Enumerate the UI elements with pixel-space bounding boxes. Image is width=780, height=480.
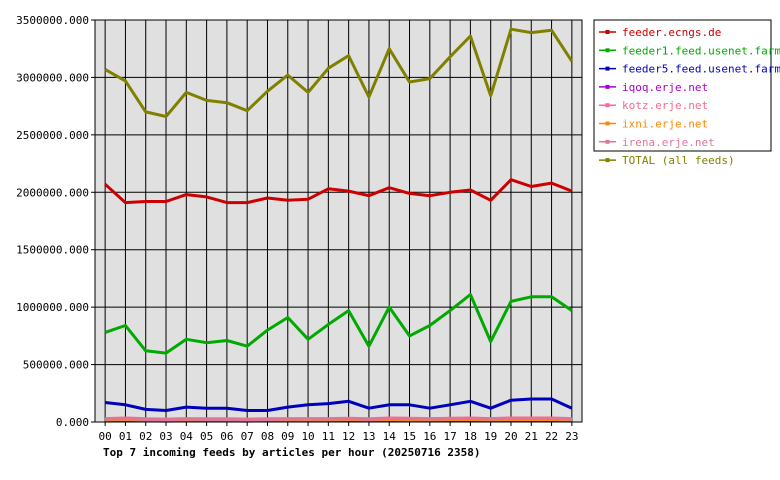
x-tick-label: 22 [545, 430, 558, 443]
y-tick-label: 0.000 [56, 416, 89, 429]
legend-marker [605, 48, 610, 53]
y-tick-label: 2500000.000 [16, 129, 89, 142]
legend-marker [605, 30, 610, 34]
series-line-feeder1-feed-usenet-farm [104, 293, 573, 355]
x-tick-label: 17 [443, 430, 456, 443]
y-tick-label: 1000000.000 [16, 301, 89, 314]
legend-entry: irena.erje.net [622, 136, 715, 149]
x-axis-title: Top 7 incoming feeds by articles per hou… [103, 446, 481, 459]
x-tick-label: 21 [525, 430, 538, 443]
legend-entry: feeder1.feed.usenet.farm [622, 44, 780, 57]
legend-marker [605, 158, 610, 163]
x-tick-label: 04 [180, 430, 194, 443]
legend: feeder.ecngs.de feeder1.feed.usenet.farm f… [593, 19, 780, 167]
x-tick-label: 07 [241, 430, 254, 443]
y-tick-label: 1500000.000 [16, 244, 89, 257]
x-tick-label: 08 [261, 430, 274, 443]
plot-background [95, 20, 582, 422]
legend-entry: feeder.ecngs.de [622, 26, 721, 39]
x-tick-label: 19 [484, 430, 497, 443]
legend-entry: TOTAL (all feeds) [622, 154, 735, 167]
plot-border [94, 19, 583, 423]
x-tick-label: 00 [99, 430, 112, 443]
legend-entry: feeder5.feed.usenet.farm [622, 63, 780, 76]
x-axis: 00 01 02 03 04 05 06 07 08 09 10 11 12 13 14 15 16 17 18 19… [99, 422, 578, 443]
y-tick-label: 500000.000 [23, 359, 89, 372]
legend-marker [605, 103, 610, 108]
x-tick-label: 13 [362, 430, 375, 443]
series-line-total-all-feeds- [104, 27, 574, 118]
grid-lines [95, 19, 582, 423]
x-tick-label: 05 [200, 430, 213, 443]
legend-entry: ixni.erje.net [622, 118, 708, 131]
y-tick-label: 2000000.000 [16, 186, 89, 199]
legend-box [593, 19, 772, 152]
x-tick-label: 14 [383, 430, 397, 443]
y-tick-label: 3500000.000 [16, 14, 89, 27]
x-tick-label: 20 [504, 430, 517, 443]
x-tick-label: 12 [342, 430, 355, 443]
legend-marker [605, 121, 610, 126]
legend-marker [605, 66, 610, 71]
y-axis: 0.000 500000.000 1000000.000 1500000.000 200… [16, 14, 95, 429]
x-tick-label: 06 [220, 430, 233, 443]
x-tick-label: 10 [301, 430, 314, 443]
x-tick-label: 02 [139, 430, 152, 443]
legend-entry: kotz.erje.net [622, 99, 708, 112]
x-tick-label: 11 [322, 430, 335, 443]
x-tick-label: 15 [403, 430, 416, 443]
x-tick-label: 01 [119, 430, 132, 443]
y-tick-label: 3000000.000 [16, 71, 89, 84]
x-tick-label: 23 [565, 430, 578, 443]
series-line-feeder-ecngs-de [104, 178, 573, 205]
series-line-irena-erje-net [105, 417, 572, 422]
x-tick-label: 09 [281, 430, 294, 443]
x-tick-label: 16 [423, 430, 436, 443]
legend-entry: iqoq.erje.net [622, 81, 708, 94]
series-lines [104, 27, 574, 423]
legend-marker [605, 84, 610, 89]
x-tick-label: 03 [159, 430, 172, 443]
x-tick-label: 18 [464, 430, 477, 443]
legend-marker [605, 139, 610, 144]
series-line-feeder5-feed-usenet-farm [104, 397, 573, 412]
